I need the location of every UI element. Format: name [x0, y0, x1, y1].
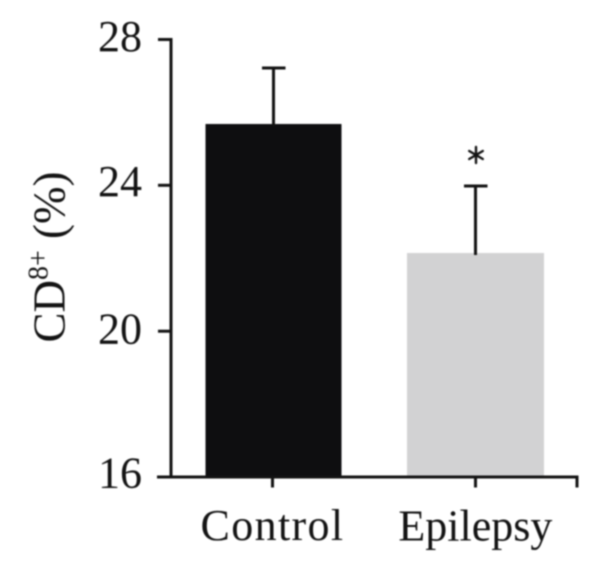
svg-text:Epilepsy: Epilepsy — [398, 502, 552, 551]
svg-text:28: 28 — [98, 12, 142, 61]
svg-text:CD8+ (%): CD8+ (%) — [24, 171, 75, 342]
svg-text:Control: Control — [201, 501, 345, 550]
svg-text:16: 16 — [98, 448, 142, 497]
svg-text:24: 24 — [98, 157, 142, 206]
svg-text:20: 20 — [98, 304, 142, 353]
